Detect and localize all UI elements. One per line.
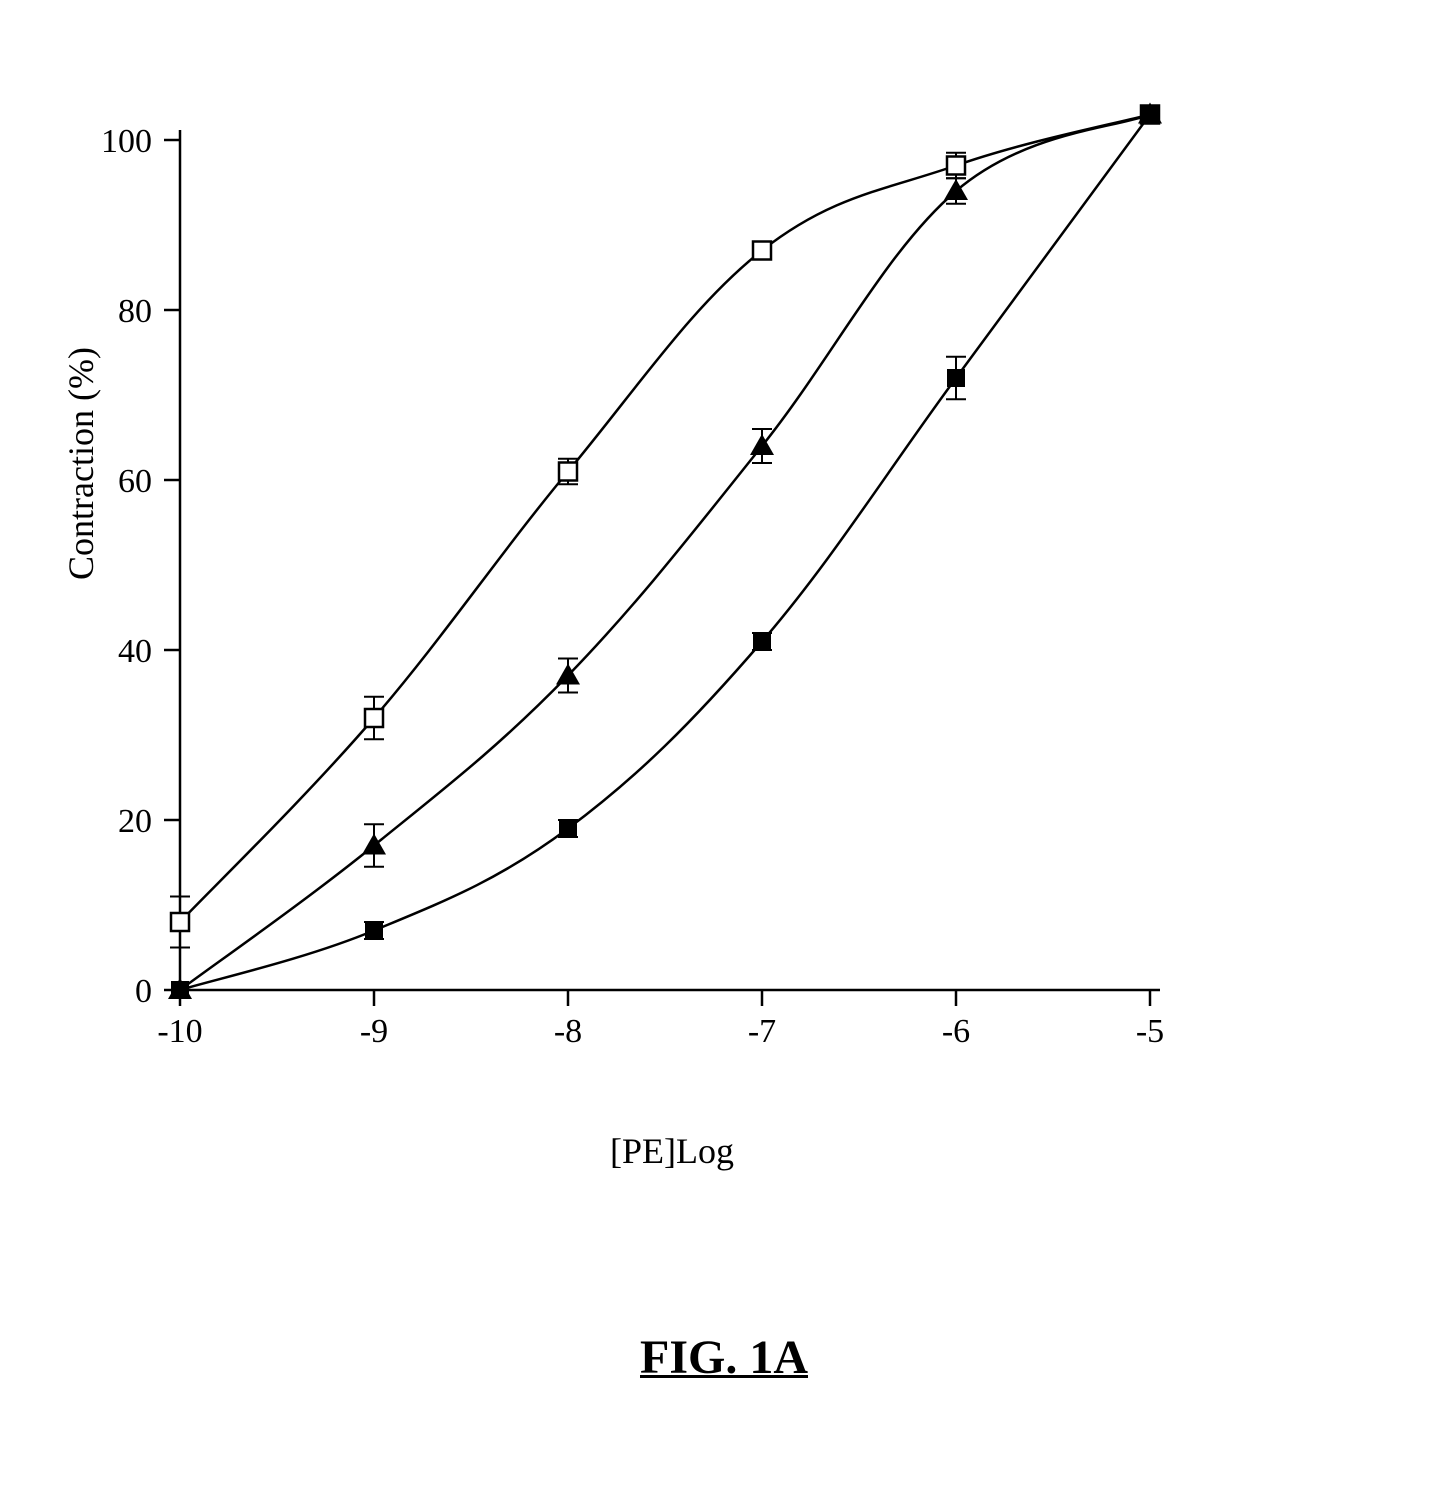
y-axis-title: Contraction (%) xyxy=(60,347,102,580)
x-tick-label: -5 xyxy=(1136,1013,1164,1050)
x-axis-title: [PE]Log xyxy=(610,1130,734,1172)
y-tick-label: 0 xyxy=(135,973,152,1010)
x-tick-label: -9 xyxy=(360,1013,388,1050)
x-tick-label: -6 xyxy=(942,1013,970,1050)
series-open-square-marker xyxy=(753,242,771,260)
series-filled-square-marker xyxy=(1141,106,1159,124)
x-tick-label: -8 xyxy=(554,1013,582,1050)
series-filled-square-marker xyxy=(171,981,189,999)
series-filled-triangle-marker xyxy=(944,179,968,200)
x-tick-label: -10 xyxy=(157,1013,202,1050)
series-filled-square-marker xyxy=(559,820,577,838)
y-tick-label: 40 xyxy=(118,633,152,670)
series-open-square-line xyxy=(180,115,1150,923)
series-filled-square-marker xyxy=(947,369,965,387)
x-tick-label: -7 xyxy=(748,1013,776,1050)
series-filled-triangle-line xyxy=(180,115,1150,991)
series-open-square-marker xyxy=(947,157,965,175)
series-open-square-marker xyxy=(171,913,189,931)
dose-response-chart: 0 20 40 60 80 100 -10 -9 -8 -7 -6 -5 xyxy=(0,0,1438,1507)
series-filled-square-marker xyxy=(365,922,383,940)
series-open-square-marker xyxy=(559,463,577,481)
y-tick-label: 80 xyxy=(118,293,152,330)
y-tick-label: 20 xyxy=(118,803,152,840)
series-filled-square-marker xyxy=(753,633,771,651)
y-tick-label: 100 xyxy=(101,123,152,160)
figure-page: Contraction (%) [PE]Log FIG. 1A 0 20 40 60 8… xyxy=(0,0,1438,1507)
figure-caption: FIG. 1A xyxy=(640,1330,808,1385)
y-tick-label: 60 xyxy=(118,463,152,500)
series-filled-square-line xyxy=(180,115,1150,991)
series-open-square-marker xyxy=(365,709,383,727)
series-filled-triangle-marker xyxy=(362,834,386,855)
